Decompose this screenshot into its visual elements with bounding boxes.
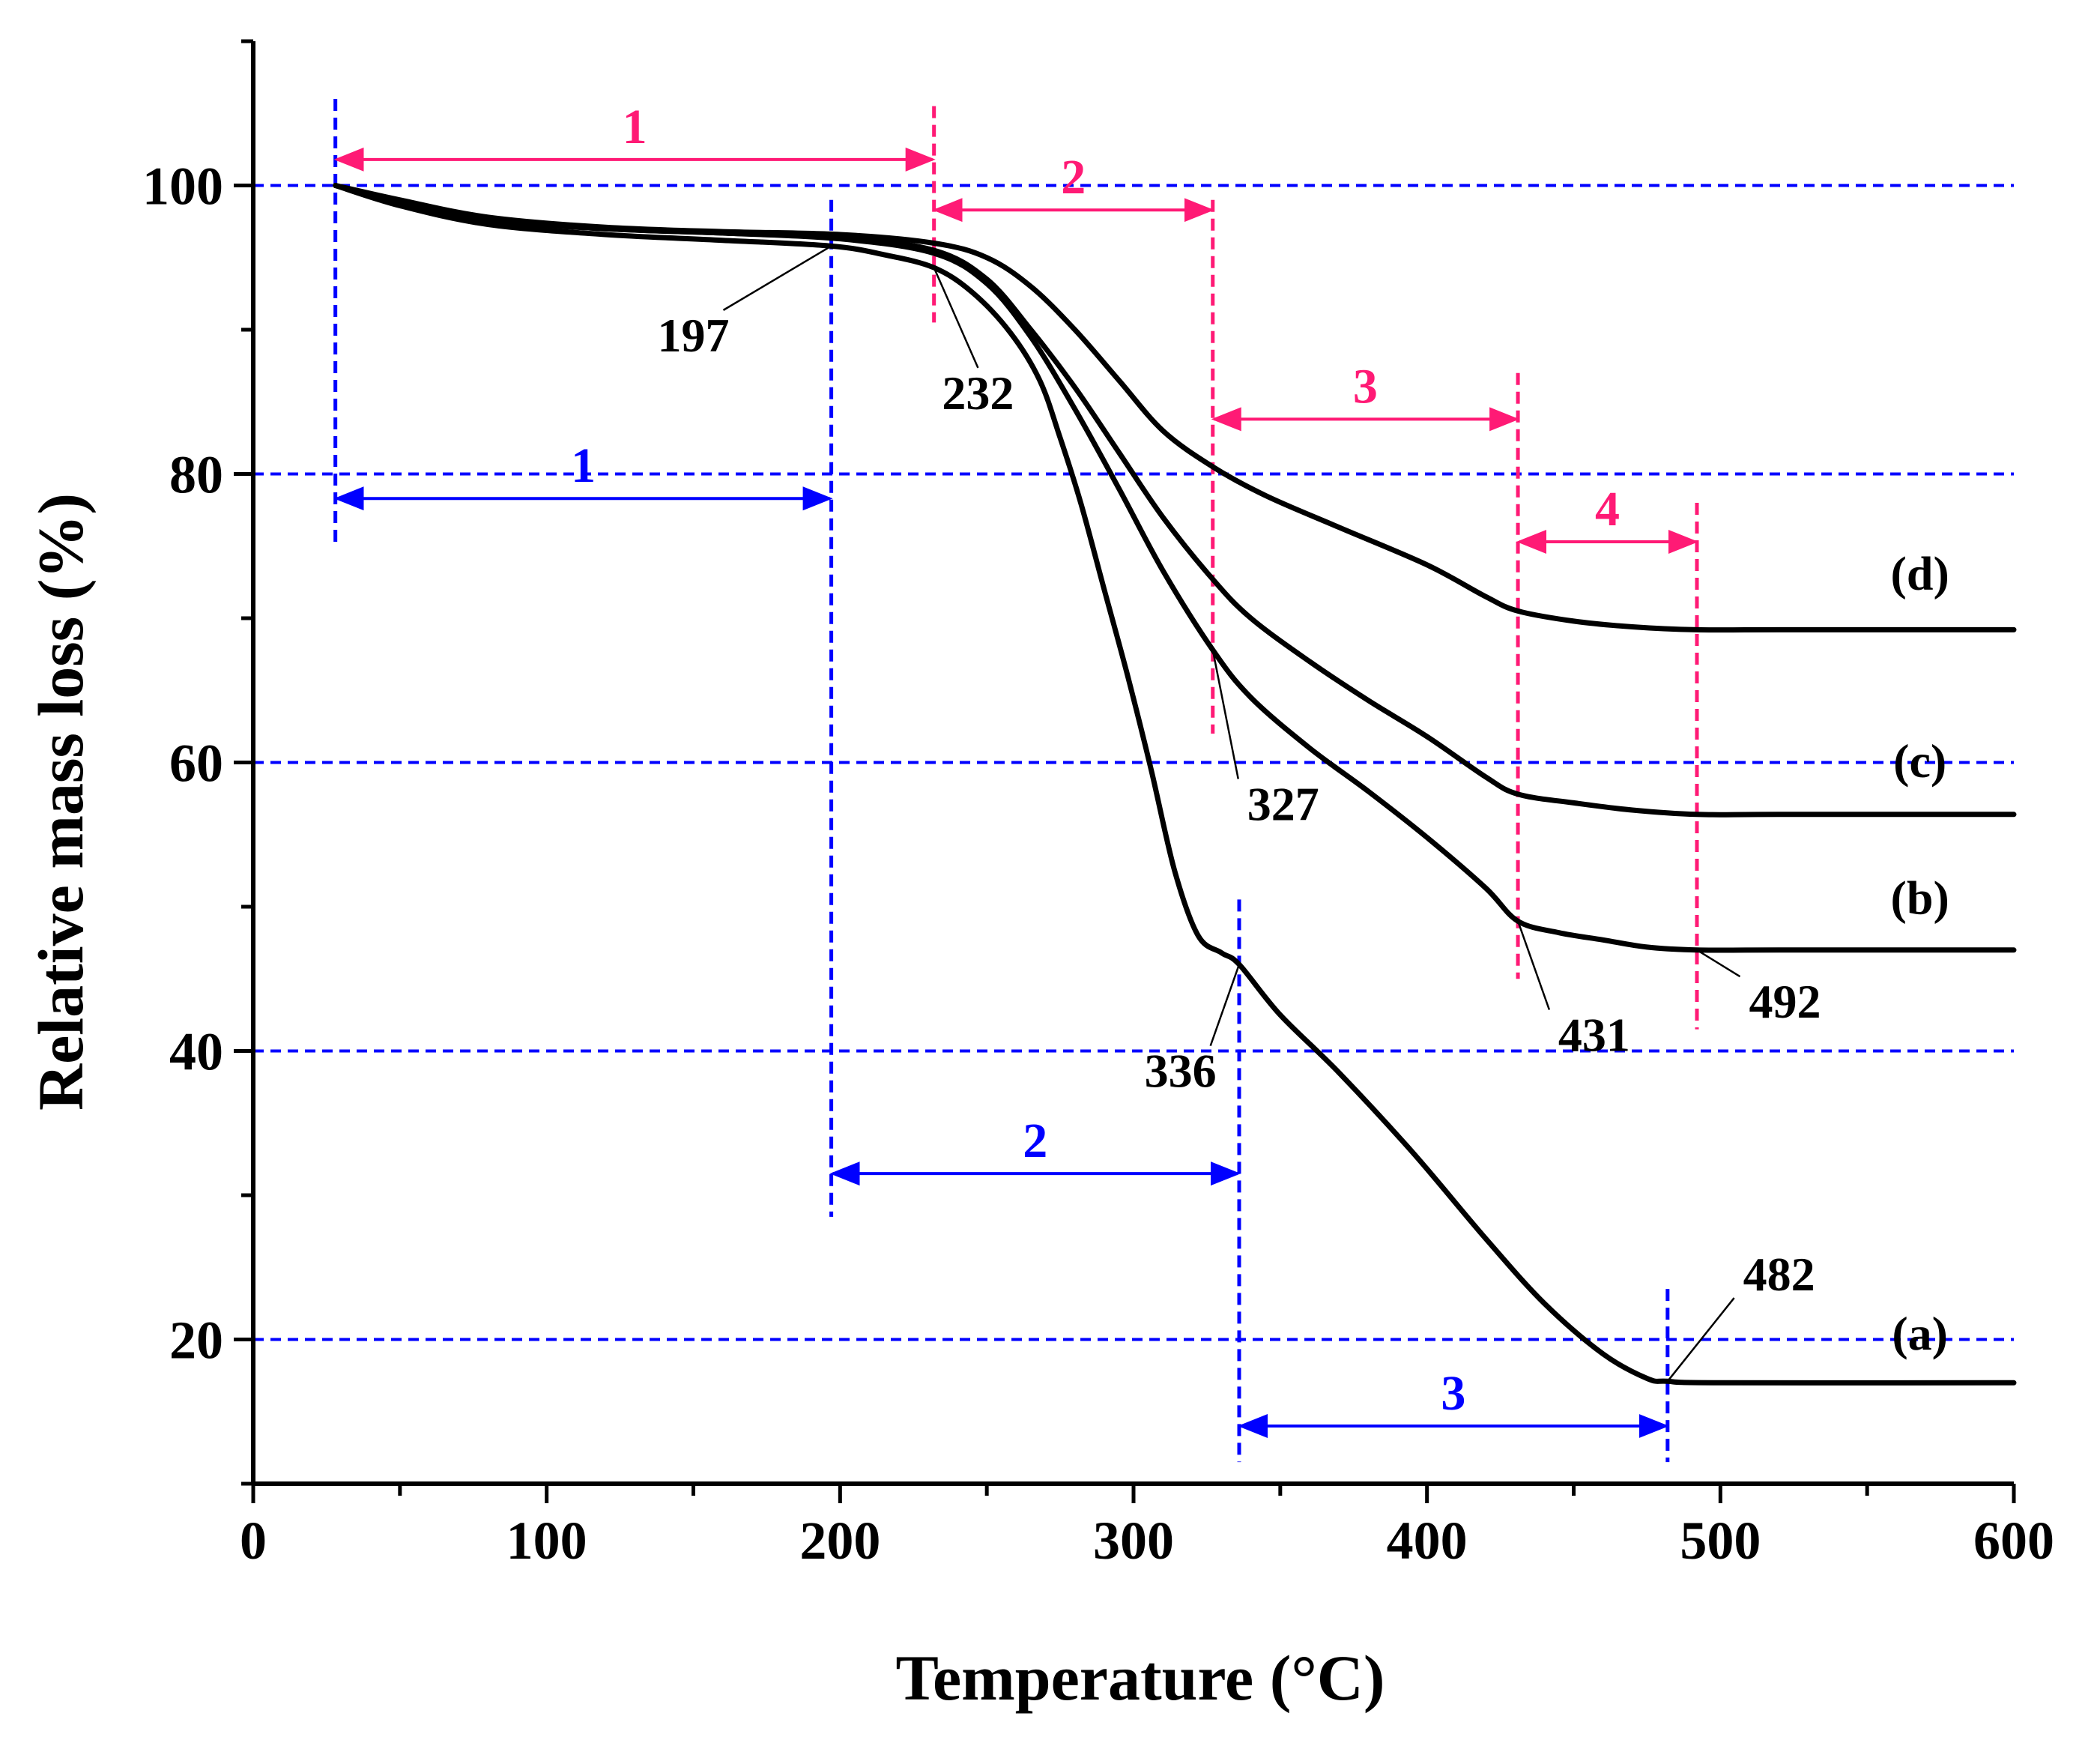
point-label-482: 482: [1743, 1248, 1815, 1301]
pink-stage-label-3: 4: [1595, 482, 1620, 537]
leader-line-336: [1209, 964, 1241, 1047]
blue-stage-label-0: 1: [571, 438, 596, 493]
curve-label-c: (c): [1893, 734, 1946, 788]
x-tick-label-400: 400: [1387, 1511, 1468, 1571]
x-tick-label-600: 600: [1973, 1511, 2054, 1571]
point-label-327: 327: [1247, 778, 1319, 831]
curve-label-d: (d): [1891, 547, 1949, 600]
x-tick-label-200: 200: [799, 1511, 880, 1571]
axes-layer: 0 100 200 300 400 500 600 20 40 60 80 100: [142, 39, 2054, 1571]
point-label-197: 197: [658, 309, 730, 362]
x-axis-title: Temperature (°C): [896, 1642, 1385, 1714]
x-tick-label-100: 100: [506, 1511, 587, 1571]
series-line-b: [333, 183, 2017, 953]
y-tick-label-60: 60: [169, 734, 223, 794]
y-tick-label-20: 20: [169, 1311, 223, 1371]
x-tick-label-500: 500: [1680, 1511, 1761, 1571]
leader-line-431: [1516, 920, 1551, 1010]
blue-stage-label-1: 2: [1023, 1114, 1047, 1168]
series-line-d: [333, 183, 2017, 633]
y-axis-title: Relative mass loss (%): [25, 493, 97, 1111]
leader-line-327: [1211, 650, 1239, 779]
series-layer: [333, 183, 2017, 1386]
leader-line-232: [933, 267, 979, 369]
series-line-c: [333, 183, 2017, 818]
curve-label-a: (a): [1892, 1307, 1948, 1360]
pink-stage-label-2: 3: [1353, 359, 1378, 414]
blue-stage-label-2: 3: [1441, 1366, 1465, 1421]
point-label-492: 492: [1749, 975, 1821, 1028]
y-tick-label-80: 80: [169, 445, 223, 505]
leader-line-197: [722, 245, 832, 311]
grid-layer: [253, 184, 2014, 1341]
curve-label-b: (b): [1891, 871, 1949, 925]
pink-stage-label-1: 2: [1061, 150, 1086, 205]
pink-stage-label-0: 1: [623, 100, 647, 154]
point-label-232: 232: [942, 366, 1014, 420]
x-tick-label-300: 300: [1093, 1511, 1174, 1571]
leader-line-492: [1696, 949, 1741, 978]
annotations-layer: 197 232 327 336 431 492 482 (d) (c) (b) (a): [658, 245, 1949, 1383]
leader-line-482: [1666, 1297, 1735, 1383]
y-tick-label-100: 100: [142, 157, 223, 217]
point-label-431: 431: [1558, 1009, 1630, 1062]
x-tick-label-0: 0: [240, 1511, 267, 1571]
series-line-a: [333, 183, 2017, 1386]
y-tick-label-40: 40: [169, 1022, 223, 1082]
point-label-336: 336: [1145, 1045, 1217, 1098]
